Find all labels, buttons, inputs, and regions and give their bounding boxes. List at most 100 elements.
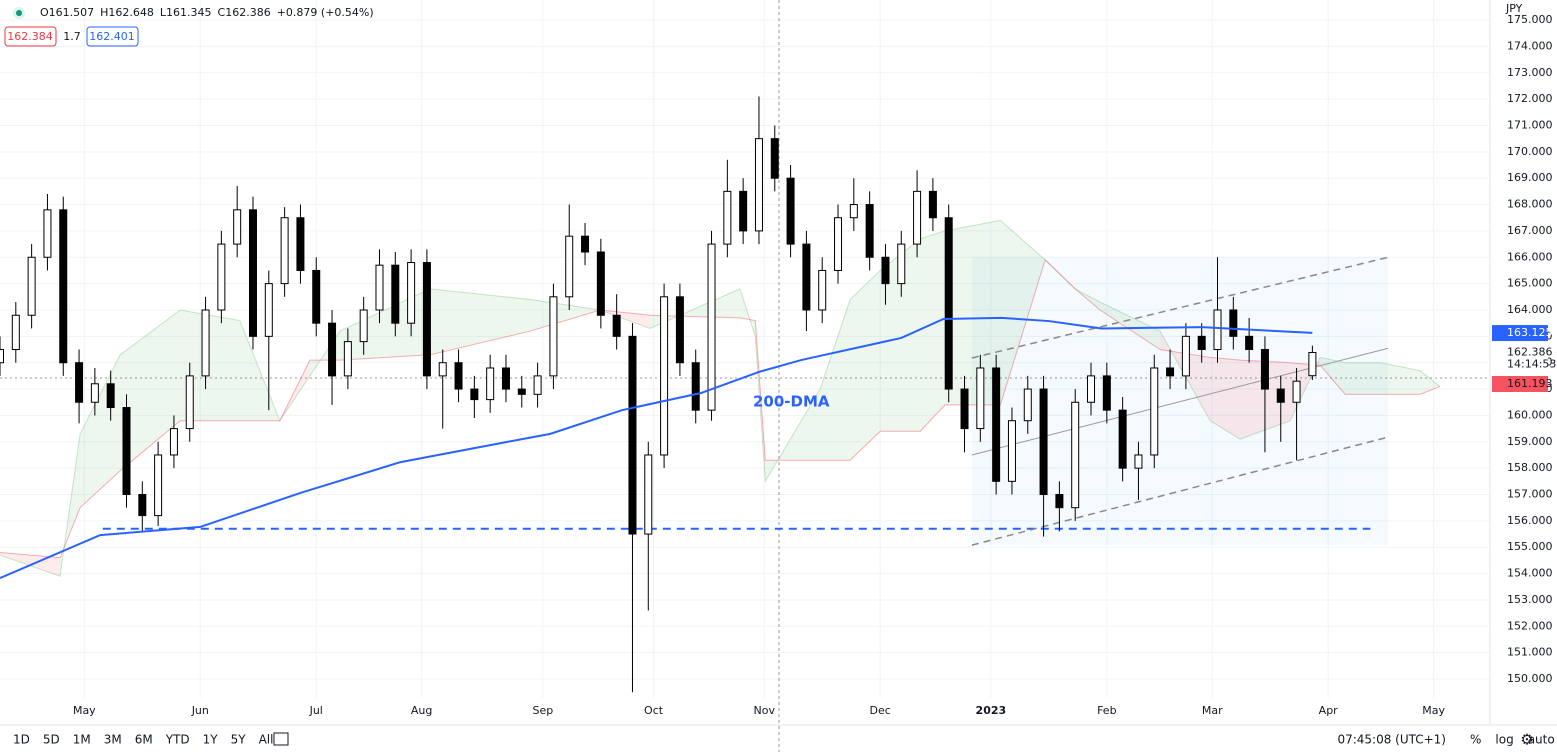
cloud-fill — [60, 433, 81, 577]
y-tick-label: 151.000 — [1507, 646, 1553, 659]
candle-body — [992, 367, 1001, 482]
candle-body — [280, 217, 289, 285]
candle-body — [517, 388, 526, 395]
candle-body — [122, 407, 131, 496]
line-annotation: 200-DMA — [753, 393, 830, 411]
x-tick-label: Oct — [644, 704, 664, 717]
candle-body — [1023, 388, 1032, 422]
candle-body — [264, 283, 273, 337]
candle-body — [90, 383, 99, 403]
cloud-fill — [120, 309, 181, 471]
status-dot — [16, 10, 22, 16]
x-tick-label: 2023 — [976, 704, 1007, 717]
price-badge-text: 163.125 — [1507, 326, 1553, 339]
price-badge — [1492, 344, 1548, 373]
candle-body — [786, 177, 795, 245]
candle-body — [818, 269, 827, 311]
candle-body — [407, 262, 416, 324]
range-button[interactable]: 6M — [135, 733, 153, 747]
cloud-fill — [1380, 362, 1420, 395]
candle-body — [691, 362, 700, 411]
date-range-icon[interactable] — [273, 732, 289, 746]
candle-body — [644, 454, 653, 535]
cloud-fill — [180, 309, 240, 421]
candle-body — [612, 314, 621, 337]
candle-body — [233, 209, 242, 245]
currency[interactable]: JPY — [1505, 2, 1523, 15]
price-badge-text: 162.386 — [1507, 346, 1553, 359]
candle-body — [1118, 409, 1127, 469]
x-tick-label: Jul — [309, 704, 323, 717]
range-button[interactable]: 5Y — [231, 733, 247, 747]
candle-body — [359, 309, 368, 343]
range-button[interactable]: All — [259, 733, 274, 747]
candle-body — [960, 388, 969, 430]
axis-option[interactable]: auto — [1528, 733, 1555, 747]
y-tick-label: 167.000 — [1507, 224, 1553, 237]
axis-option[interactable]: % — [1470, 733, 1481, 747]
candle-body — [1055, 494, 1064, 509]
buy-price[interactable]: 162.401 — [89, 30, 135, 43]
cloud-fill — [279, 360, 310, 421]
ohlc-value: O161.507 — [40, 6, 94, 19]
cloud-fill — [1419, 370, 1440, 395]
cloud-fill — [239, 320, 280, 421]
y-tick-label: 159.000 — [1507, 435, 1553, 448]
candle-body — [660, 296, 669, 456]
candle-body — [928, 190, 937, 219]
buy-box[interactable] — [86, 26, 139, 47]
candle-body — [1229, 309, 1238, 337]
cloud-fill — [1210, 357, 1241, 440]
cloud-fill — [945, 220, 1001, 405]
candle-body — [723, 190, 732, 245]
candle-body — [1181, 335, 1190, 377]
y-tick-label: 154.000 — [1507, 567, 1553, 580]
candle-body — [1213, 309, 1222, 351]
x-tick-label: Aug — [411, 704, 432, 717]
candle-body — [628, 335, 637, 535]
y-tick-label: 170.000 — [1507, 145, 1553, 158]
range-button[interactable]: 1Y — [203, 733, 219, 747]
cloud-fill — [765, 389, 821, 482]
y-tick-label: 156.000 — [1507, 514, 1553, 527]
x-tick-label: Feb — [1097, 704, 1116, 717]
y-tick-label: 173.000 — [1507, 66, 1553, 79]
candle-body — [185, 375, 194, 430]
candle-body — [375, 264, 384, 311]
y-tick-label: 175.000 — [1507, 13, 1553, 26]
settings-icon[interactable]: ⚙ — [1520, 731, 1533, 749]
sell-box[interactable] — [4, 26, 57, 47]
candle-body — [422, 262, 431, 377]
candle-body — [1039, 388, 1048, 496]
range-button[interactable]: 3M — [104, 733, 122, 747]
candle-body — [11, 314, 20, 351]
candle-body — [1150, 367, 1159, 456]
spread: 1.7 — [63, 30, 81, 43]
candle-body — [438, 362, 447, 377]
candle-body — [739, 190, 748, 232]
range-button[interactable]: YTD — [165, 733, 190, 747]
ohlc-value: C162.386 — [218, 6, 271, 19]
range-button[interactable]: 5D — [43, 733, 60, 747]
candle-body — [913, 190, 922, 245]
candle-body — [201, 309, 210, 377]
candle-body — [1276, 388, 1285, 403]
candle-body — [849, 204, 858, 219]
ohlc-value: +0.879 (+0.54%) — [277, 6, 374, 19]
candle-body — [976, 367, 985, 430]
candle-body — [533, 375, 542, 395]
price-badge — [1492, 325, 1548, 342]
sell-price[interactable]: 162.384 — [7, 30, 53, 43]
axis-option[interactable]: log — [1495, 733, 1513, 747]
cloud-fill — [755, 320, 766, 482]
cloud-fill — [820, 299, 851, 461]
range-button[interactable]: 1D — [13, 733, 30, 747]
candle-body — [707, 243, 716, 411]
ohlc-value: H162.648 — [100, 6, 154, 19]
range-button[interactable]: 1M — [73, 733, 91, 747]
cloud-fill — [1320, 357, 1346, 395]
candle-body — [0, 349, 4, 364]
ohlc-value: L161.345 — [160, 6, 212, 19]
